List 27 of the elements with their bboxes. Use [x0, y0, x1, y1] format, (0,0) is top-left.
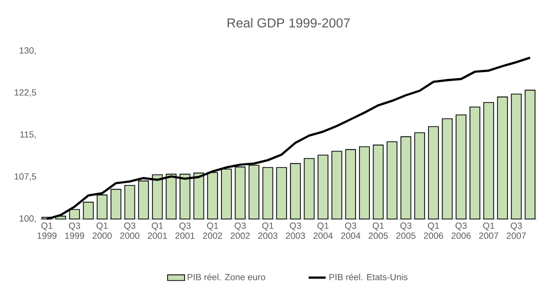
y-tick-label: 122,5	[14, 89, 36, 97]
x-tick-label: Q1 2004	[314, 222, 333, 239]
x-tick-label: Q1 2005	[368, 222, 388, 239]
y-tick-label: 130,	[20, 47, 36, 55]
x-tick-label: Q1 2003	[258, 222, 278, 239]
x-tick-label: Q1 2007	[479, 222, 498, 239]
line-series	[46, 56, 532, 220]
x-tick-label: Q1 2002	[203, 222, 222, 239]
x-tick-label: Q3 2005	[396, 222, 416, 239]
x-tick-label: Q3 1999	[65, 222, 84, 239]
legend-label: PIB réel. Zone euro	[188, 274, 266, 280]
x-tick-label: Q1 1999	[38, 222, 56, 239]
x-tick-label: Q3 2001	[175, 222, 194, 239]
legend-label: PIB réel. Etats-Unis	[329, 274, 408, 280]
y-tick-label: 115,	[20, 131, 36, 139]
x-tick-label: Q3 2000	[120, 222, 140, 239]
x-tick-label: Q3 2007	[506, 222, 526, 239]
chart-title: Real GDP 1999-2007	[228, 18, 350, 28]
x-tick-label: Q3 2002	[230, 222, 250, 239]
x-tick-label: Q1 2000	[92, 222, 112, 239]
x-tick-label: Q1 2006	[424, 222, 444, 239]
x-tick-label: Q3 2003	[286, 222, 305, 239]
y-tick-label: 100,	[20, 215, 36, 223]
x-tick-label: Q3 2004	[341, 222, 360, 239]
x-tick-label: Q1 2001	[148, 222, 167, 239]
y-tick-label: 107,5	[14, 173, 36, 181]
x-tick-label: Q3 2006	[452, 222, 471, 239]
